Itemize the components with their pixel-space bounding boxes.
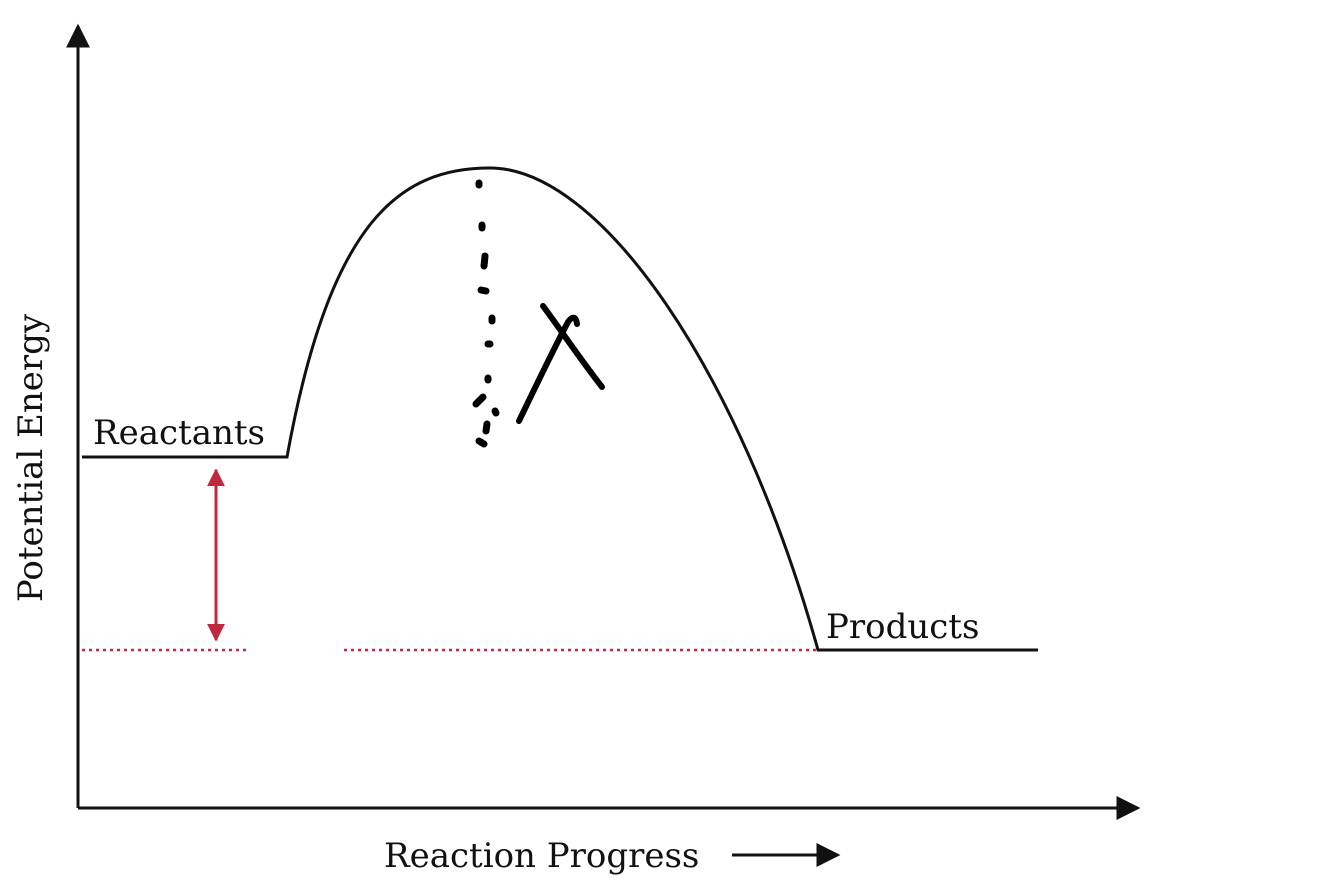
x-axis-label: Reaction Progress: [384, 836, 699, 876]
handwritten-dotted-line: [472, 179, 500, 448]
products-label: Products: [826, 607, 979, 647]
y-axis-label: Potential Energy: [11, 313, 51, 602]
reactants-label: Reactants: [93, 413, 265, 453]
handwritten-lambda-mark: [516, 303, 605, 424]
reaction-curve: [82, 166, 1038, 652]
